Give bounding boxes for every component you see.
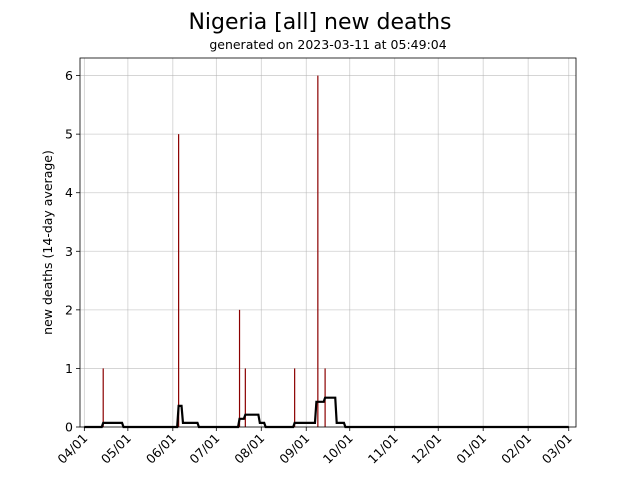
daily-bar bbox=[102, 368, 104, 427]
y-tick-label: 3 bbox=[65, 244, 73, 259]
x-tick-label: 04/01 bbox=[54, 431, 90, 467]
y-tick-label: 4 bbox=[65, 185, 73, 200]
average-line bbox=[84, 396, 569, 429]
x-tick-label: 11/01 bbox=[365, 431, 401, 467]
x-tick-label: 07/01 bbox=[186, 431, 222, 467]
x-tick-label: 02/01 bbox=[498, 431, 534, 467]
average-series bbox=[84, 396, 569, 429]
daily-bar bbox=[294, 368, 296, 427]
plot-frame bbox=[79, 57, 577, 428]
chart-subtitle: generated on 2023-03-11 at 05:49:04 bbox=[209, 37, 446, 52]
y-tick-label: 0 bbox=[65, 420, 73, 435]
daily-bar bbox=[244, 368, 246, 427]
x-axis: 04/01 05/01 06/01 07/01 08/01 09/01 10/01 11/01… bbox=[54, 427, 575, 467]
x-tick-label: 01/01 bbox=[453, 431, 489, 467]
y-tick-label: 1 bbox=[65, 361, 73, 376]
daily-bar bbox=[238, 309, 241, 427]
x-tick-label: 05/01 bbox=[98, 431, 134, 467]
chart-title: Nigeria [all] new deaths bbox=[188, 10, 451, 35]
daily-bar bbox=[317, 75, 319, 428]
y-axis-label: new deaths (14-day average) bbox=[40, 150, 55, 335]
x-tick-label: 06/01 bbox=[143, 431, 179, 467]
x-tick-label: 12/01 bbox=[408, 431, 444, 467]
y-tick-label: 2 bbox=[65, 302, 73, 317]
x-tick-label: 10/01 bbox=[320, 431, 356, 467]
x-tick-label: 09/01 bbox=[276, 431, 312, 467]
y-tick-label: 6 bbox=[65, 68, 73, 83]
x-tick-label: 08/01 bbox=[231, 431, 267, 467]
daily-bar bbox=[178, 134, 180, 427]
y-tick-label: 5 bbox=[65, 127, 73, 142]
y-axis: 0 1 2 3 4 5 6 bbox=[65, 68, 80, 435]
grid bbox=[80, 58, 576, 428]
x-tick-label: 03/01 bbox=[539, 431, 575, 467]
